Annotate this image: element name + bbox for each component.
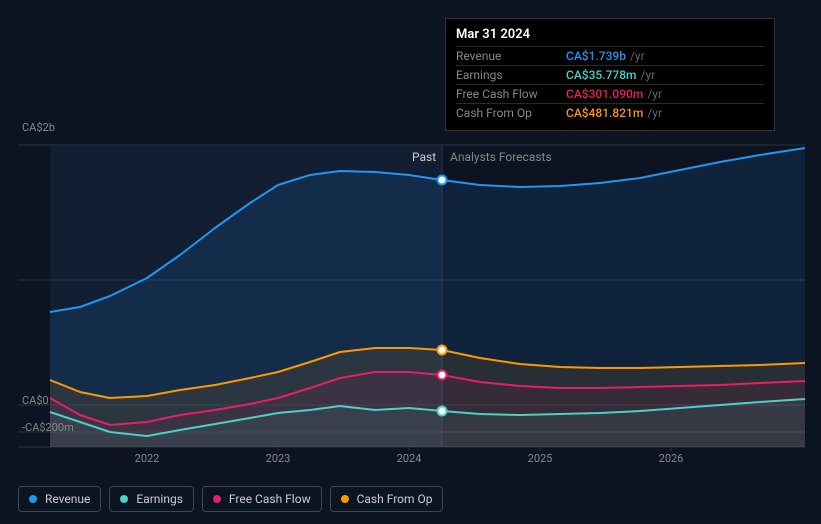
financial-chart: CA$2b CA$0 -CA$200m 2022 2023 2024 2025 2026 P… [0,0,821,524]
tooltip-metric-value: CA$301.090m [566,87,643,101]
legend-item-cash-from-op[interactable]: Cash From Op [330,486,444,512]
y-axis-label: CA$0 [22,394,49,407]
legend-dot-icon [341,495,349,503]
legend-label: Free Cash Flow [229,492,311,506]
tooltip-metric-value: CA$481.821m [566,106,643,120]
y-axis-label: -CA$200m [22,421,74,434]
legend-dot-icon [29,495,37,503]
legend-dot-icon [213,495,221,503]
legend-item-free-cash-flow[interactable]: Free Cash Flow [202,486,322,512]
x-axis-label: 2026 [659,452,684,465]
tooltip-suffix: /yr [641,68,656,82]
tooltip-suffix: /yr [647,87,662,101]
legend-item-earnings[interactable]: Earnings [109,486,194,512]
x-axis-label: 2022 [135,452,160,465]
legend-dot-icon [120,495,128,503]
y-axis-label: CA$2b [22,121,55,134]
tooltip-metric-label: Free Cash Flow [456,87,566,101]
legend-label: Earnings [136,492,183,506]
x-axis-label: 2024 [397,452,422,465]
tooltip-row: EarningsCA$35.778m/yr [456,65,764,84]
tooltip-metric-value: CA$1.739b [566,49,626,63]
tooltip-date: Mar 31 2024 [456,27,764,42]
tooltip-row: RevenueCA$1.739b/yr [456,46,764,65]
legend-item-revenue[interactable]: Revenue [18,486,101,512]
past-label: Past [412,150,436,164]
tooltip-suffix: /yr [647,106,662,120]
tooltip-row: Free Cash FlowCA$301.090m/yr [456,84,764,103]
tooltip-metric-label: Earnings [456,68,566,82]
forecast-label: Analysts Forecasts [450,150,552,164]
legend-label: Cash From Op [357,492,433,506]
x-axis-label: 2025 [528,452,553,465]
tooltip-suffix: /yr [630,49,645,63]
chart-tooltip: Mar 31 2024 RevenueCA$1.739b/yrEarningsC… [445,18,775,131]
chart-legend: Revenue Earnings Free Cash Flow Cash From O… [18,486,443,512]
tooltip-metric-label: Cash From Op [456,106,566,120]
tooltip-metric-value: CA$35.778m [566,68,637,82]
tooltip-row: Cash From OpCA$481.821m/yr [456,103,764,122]
x-axis-label: 2023 [266,452,291,465]
tooltip-metric-label: Revenue [456,49,566,63]
legend-label: Revenue [45,492,90,506]
